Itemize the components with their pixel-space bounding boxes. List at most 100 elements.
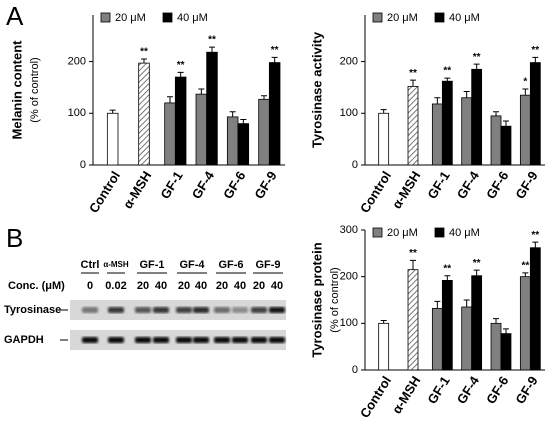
- blot-group-label: GF-1: [139, 259, 164, 271]
- conc-value: 0: [87, 280, 93, 292]
- bar: [431, 103, 443, 166]
- x-tick-label: GF-1: [424, 168, 452, 201]
- bar: [206, 51, 218, 166]
- error-bar: [473, 269, 480, 276]
- conc-value: 20: [216, 280, 228, 292]
- x-tick-label: α-MSH: [389, 168, 424, 211]
- significance: **: [177, 60, 185, 71]
- significance: **: [521, 261, 529, 272]
- blot-group-label: Ctrl: [81, 259, 100, 271]
- y-tick-label: 200: [68, 55, 86, 67]
- legend-label: 20 μM: [387, 227, 418, 239]
- blot-group-label: GF-9: [255, 259, 280, 271]
- error-bar: [141, 58, 147, 64]
- bar: [461, 97, 473, 166]
- x-tick-label: Control: [357, 168, 394, 215]
- error-bar: [434, 300, 441, 309]
- x-tick-label: GF-1: [424, 373, 452, 406]
- blot-band: [214, 307, 230, 313]
- blot-band: [82, 337, 98, 343]
- significance: *: [523, 77, 527, 88]
- bar: [378, 112, 390, 166]
- bar: [461, 306, 473, 371]
- error-bar: [380, 320, 387, 324]
- panel-label: B: [6, 223, 23, 253]
- error-bar: [502, 120, 509, 127]
- significance: **: [409, 248, 417, 259]
- blot-row-label: Tyrosinase: [4, 304, 61, 316]
- blot-band: [153, 337, 169, 343]
- x-tick-label: GF-4: [454, 168, 483, 202]
- significance: **: [443, 66, 451, 77]
- y-tick-label: 200: [340, 271, 358, 283]
- error-bar: [463, 299, 470, 307]
- blot-band: [82, 307, 98, 313]
- bar: [407, 269, 419, 371]
- blot-band: [232, 337, 248, 343]
- blot-band: [251, 307, 267, 313]
- bar: [519, 276, 531, 371]
- legend-swatch: [100, 12, 111, 23]
- error-bar: [410, 79, 416, 87]
- blot-band: [135, 337, 151, 343]
- legend-label: 40 μM: [177, 12, 208, 24]
- blot-band: [108, 337, 124, 343]
- bar: [529, 62, 541, 166]
- conc-value: 20: [253, 280, 265, 292]
- bar: [237, 123, 250, 166]
- bar: [106, 112, 119, 166]
- legend-swatch: [162, 12, 173, 23]
- blot-band: [193, 337, 209, 343]
- bar: [378, 322, 390, 371]
- blot-band: [269, 337, 285, 343]
- y-tick-label: 0: [352, 364, 358, 376]
- error-bar: [473, 63, 480, 70]
- bar: [490, 322, 502, 371]
- legend-label: 20 μM: [387, 12, 418, 24]
- blot-band: [153, 307, 169, 313]
- bar: [529, 247, 541, 371]
- blot-band: [251, 337, 267, 343]
- blot-band: [135, 307, 151, 313]
- x-tick-label: Control: [357, 373, 394, 420]
- blot-band: [176, 307, 192, 313]
- bar: [471, 275, 483, 371]
- x-tick-label: GF-6: [483, 168, 511, 201]
- conc-value: 40: [155, 280, 167, 292]
- error-bar: [493, 111, 500, 116]
- error-bar: [532, 241, 539, 248]
- x-tick-label: Control: [86, 168, 123, 215]
- x-tick-label: GF-1: [157, 168, 185, 201]
- significance: **: [531, 45, 539, 56]
- error-bar: [198, 88, 205, 95]
- x-tick-label: GF-4: [189, 168, 218, 202]
- error-bar: [410, 259, 416, 270]
- legend-swatch: [372, 12, 383, 23]
- error-bar: [434, 97, 441, 104]
- blot-band: [176, 337, 192, 343]
- bar: [431, 307, 443, 371]
- bar: [407, 85, 419, 166]
- significance: **: [409, 68, 417, 79]
- bar: [500, 333, 512, 371]
- blot-band: [214, 337, 230, 343]
- x-tick-label: α-MSH: [120, 168, 155, 211]
- y-tick-label: 100: [340, 317, 358, 329]
- error-bar: [208, 46, 215, 53]
- y-tick-label: 100: [340, 107, 358, 119]
- blot-group-label: GF-6: [218, 259, 243, 271]
- significance: **: [443, 263, 451, 274]
- y-axis-sublabel: (% of control): [29, 57, 41, 122]
- bar: [195, 93, 208, 166]
- bar: [441, 279, 453, 371]
- error-bar: [522, 272, 529, 277]
- blot-group-label: α-MSH: [103, 260, 129, 269]
- conc-value: 20: [178, 280, 190, 292]
- x-tick-label: GF-6: [220, 168, 248, 201]
- y-tick-label: 100: [68, 107, 86, 119]
- x-tick-label: GF-4: [454, 373, 483, 407]
- panel-label: A: [6, 1, 24, 31]
- y-tick-label: 200: [340, 55, 358, 67]
- y-tick-label: 0: [80, 159, 86, 171]
- error-bar: [444, 275, 451, 281]
